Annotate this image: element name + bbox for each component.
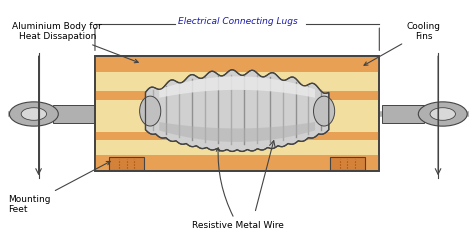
Ellipse shape (313, 96, 335, 126)
Circle shape (21, 108, 46, 120)
Circle shape (419, 102, 467, 126)
FancyBboxPatch shape (382, 105, 424, 123)
Polygon shape (159, 122, 315, 142)
FancyBboxPatch shape (53, 105, 95, 123)
FancyBboxPatch shape (95, 155, 379, 170)
FancyBboxPatch shape (95, 56, 379, 171)
Text: Cooling
Fins: Cooling Fins (364, 22, 441, 65)
FancyBboxPatch shape (95, 132, 379, 140)
Circle shape (430, 108, 456, 120)
Text: Mounting
Feet: Mounting Feet (8, 161, 110, 214)
Text: Electrical Connecting Lugs: Electrical Connecting Lugs (178, 17, 298, 26)
FancyBboxPatch shape (95, 91, 379, 100)
FancyBboxPatch shape (330, 157, 365, 170)
Polygon shape (146, 70, 329, 151)
Text: Aluminium Body for
Heat Dissapation: Aluminium Body for Heat Dissapation (12, 22, 138, 63)
Ellipse shape (140, 96, 161, 126)
Polygon shape (159, 76, 315, 98)
FancyBboxPatch shape (109, 157, 144, 170)
Text: Resistive Metal Wire: Resistive Metal Wire (192, 148, 284, 231)
Circle shape (9, 102, 58, 126)
FancyBboxPatch shape (95, 57, 379, 72)
